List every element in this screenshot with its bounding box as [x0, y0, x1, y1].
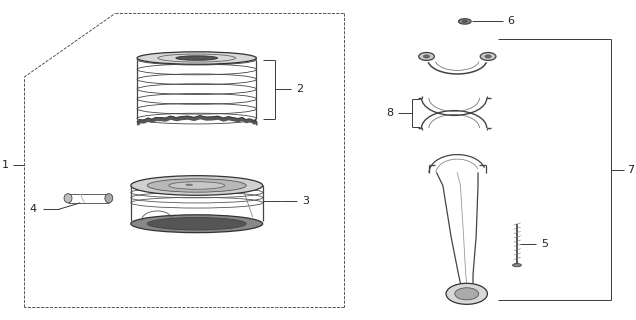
Ellipse shape	[176, 56, 218, 60]
Ellipse shape	[424, 55, 430, 58]
Ellipse shape	[131, 215, 263, 233]
Ellipse shape	[418, 52, 434, 60]
Ellipse shape	[131, 176, 263, 195]
Ellipse shape	[169, 182, 225, 189]
Ellipse shape	[137, 52, 256, 64]
Ellipse shape	[148, 218, 246, 230]
Ellipse shape	[513, 264, 522, 267]
Ellipse shape	[480, 52, 496, 60]
Text: 2: 2	[296, 84, 303, 94]
Text: 3: 3	[302, 196, 309, 206]
Text: 4: 4	[29, 204, 37, 214]
Text: 8: 8	[386, 108, 393, 118]
Ellipse shape	[455, 288, 479, 300]
Ellipse shape	[105, 194, 113, 203]
Ellipse shape	[137, 54, 256, 65]
Text: 1: 1	[1, 160, 8, 170]
Ellipse shape	[148, 179, 246, 192]
Ellipse shape	[485, 55, 491, 58]
Ellipse shape	[186, 184, 193, 186]
Ellipse shape	[462, 20, 467, 22]
Ellipse shape	[459, 19, 471, 24]
Ellipse shape	[446, 283, 487, 304]
Text: 6: 6	[508, 16, 515, 27]
Text: 5: 5	[541, 239, 548, 249]
Text: 7: 7	[627, 164, 634, 174]
Ellipse shape	[64, 194, 72, 203]
